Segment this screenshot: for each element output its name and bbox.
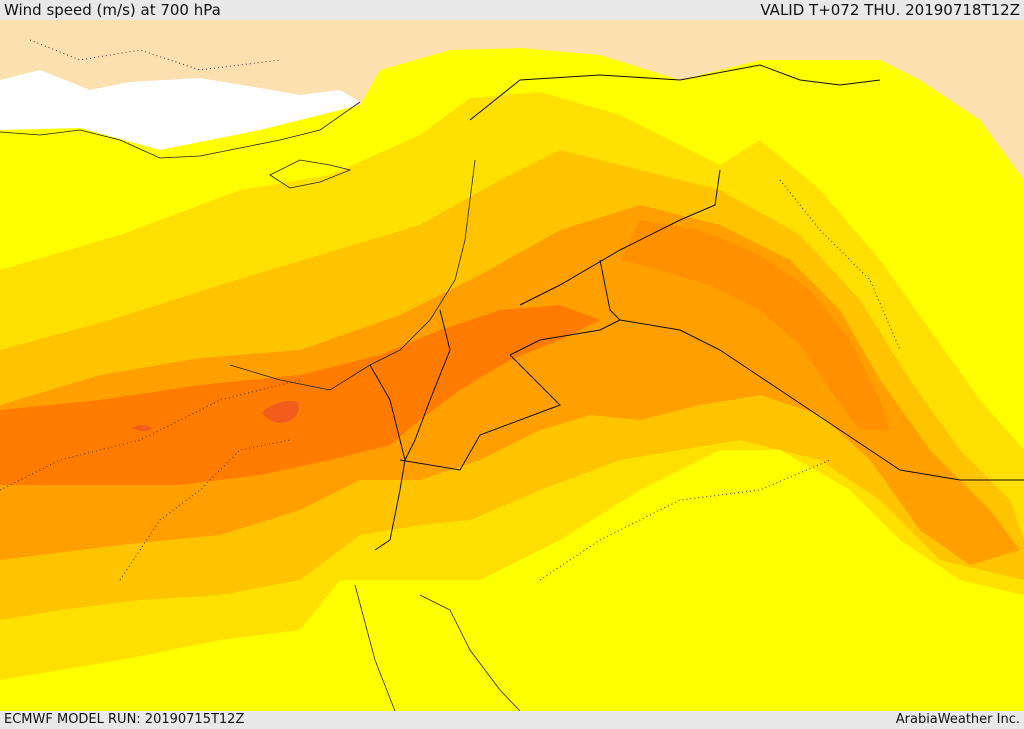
admin-boundaries [0, 39, 901, 581]
credit-text: ArabiaWeather Inc. [895, 712, 1020, 727]
footer-bar: ECMWF MODEL RUN: 20190715T12Z ArabiaWeat… [0, 711, 1024, 729]
wind-band-6-small [132, 425, 152, 431]
map-title: Wind speed (m/s) at 700 hPa [4, 1, 221, 19]
valid-time: VALID T+072 THU. 20190718T12Z [760, 1, 1020, 19]
header-bar: Wind speed (m/s) at 700 hPa VALID T+072 … [0, 0, 1024, 20]
wind-band-5-east [620, 220, 890, 430]
model-run: ECMWF MODEL RUN: 20190715T12Z [4, 712, 245, 727]
wind-band-6 [262, 401, 299, 423]
wind-speed-map [0, 20, 1024, 711]
coastlines [0, 101, 521, 711]
country-borders [369, 64, 1024, 551]
